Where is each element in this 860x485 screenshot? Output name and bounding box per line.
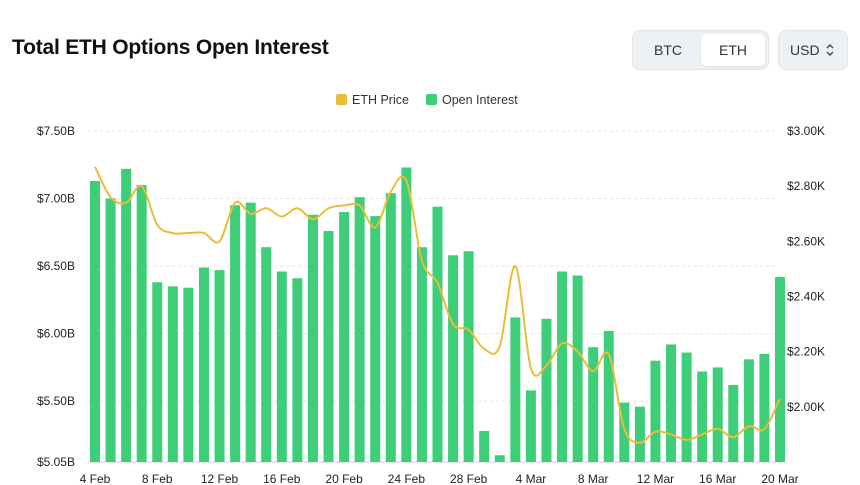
y-axis-left: $5.05B $5.50B $6.00B $6.50B $7.00B $7.50B xyxy=(37,124,75,469)
y-right-tick-label: $3.00K xyxy=(787,124,825,138)
open-interest-bar xyxy=(401,167,412,463)
open-interest-chart: ETH Price Open Interest $5.05B $5.50B $6.00… xyxy=(37,93,825,485)
open-interest-bar xyxy=(292,278,303,462)
y-right-tick-label: $2.40K xyxy=(787,290,825,304)
open-interest-bar xyxy=(619,402,630,462)
open-interest-bar xyxy=(354,197,365,462)
y-right-tick-label: $2.80K xyxy=(787,179,825,193)
legend-swatch-eth-price xyxy=(336,94,347,105)
eth-price-line xyxy=(94,166,781,444)
chart-legend: ETH Price Open Interest xyxy=(336,93,518,107)
page-title: Total ETH Options Open Interest xyxy=(12,36,329,59)
open-interest-bar xyxy=(276,271,287,462)
x-tick-label: 20 Feb xyxy=(325,472,363,485)
open-interest-bar xyxy=(323,230,334,462)
x-axis: 4 Feb 8 Feb 12 Feb 16 Feb 20 Feb 24 Feb 28 Feb… xyxy=(80,472,799,485)
legend-label-eth-price: ETH Price xyxy=(352,93,409,107)
open-interest-bar xyxy=(494,455,505,462)
open-interest-bar xyxy=(572,275,583,462)
currency-select[interactable]: USD xyxy=(778,30,848,70)
eth-toggle-button[interactable]: ETH xyxy=(701,34,765,66)
open-interest-bar xyxy=(307,214,318,462)
open-interest-bar xyxy=(90,180,100,462)
y-left-tick-label: $5.50B xyxy=(37,394,75,408)
open-interest-bar xyxy=(432,206,443,462)
open-interest-bar xyxy=(666,344,677,462)
open-interest-bar xyxy=(214,270,225,462)
open-interest-bar xyxy=(339,212,350,462)
y-right-tick-label: $2.20K xyxy=(787,345,825,359)
open-interest-bar xyxy=(416,247,427,462)
x-tick-label: 8 Feb xyxy=(142,472,173,485)
open-interest-bars xyxy=(90,167,785,463)
open-interest-bar xyxy=(136,185,147,462)
open-interest-bar xyxy=(541,318,552,462)
open-interest-bar xyxy=(261,247,272,462)
y-left-tick-label: $6.00B xyxy=(37,327,75,341)
x-tick-label: 16 Feb xyxy=(263,472,301,485)
x-tick-label: 16 Mar xyxy=(699,472,736,485)
open-interest-bar xyxy=(510,317,521,462)
currency-label: USD xyxy=(790,42,820,58)
open-interest-bar xyxy=(557,271,568,462)
x-tick-label: 20 Mar xyxy=(761,472,798,485)
y-right-tick-label: $2.00K xyxy=(787,400,825,414)
open-interest-bar xyxy=(603,330,614,462)
open-interest-bar xyxy=(245,202,256,463)
open-interest-bar xyxy=(479,430,490,462)
y-left-tick-label: $6.50B xyxy=(37,259,75,273)
open-interest-bar xyxy=(697,371,708,462)
open-interest-bar xyxy=(588,347,599,462)
open-interest-bar xyxy=(370,216,381,462)
open-interest-bar xyxy=(728,384,739,462)
legend-swatch-open-interest xyxy=(426,94,437,105)
open-interest-bar xyxy=(385,193,396,462)
open-interest-bar xyxy=(183,287,194,462)
open-interest-bar xyxy=(152,282,163,462)
open-interest-bar xyxy=(681,352,692,462)
eth-price-series-line xyxy=(94,166,781,444)
open-interest-bar xyxy=(105,198,116,462)
y-axis-right: $2.00K $2.20K $2.40K $2.60K $2.80K $3.00K xyxy=(787,124,825,414)
asset-toggle: BTC ETH xyxy=(632,30,769,70)
x-tick-label: 4 Feb xyxy=(80,472,111,485)
y-right-tick-label: $2.60K xyxy=(787,234,825,248)
legend-label-open-interest: Open Interest xyxy=(442,93,518,107)
open-interest-bar xyxy=(463,251,474,462)
open-interest-bar xyxy=(775,276,785,462)
x-tick-label: 12 Mar xyxy=(637,472,674,485)
open-interest-bar xyxy=(198,267,209,462)
x-tick-label: 24 Feb xyxy=(388,472,426,485)
y-left-tick-label: $7.50B xyxy=(37,124,75,138)
open-interest-bar xyxy=(743,359,754,462)
open-interest-bar xyxy=(448,255,459,462)
x-tick-label: 8 Mar xyxy=(578,472,609,485)
y-left-tick-label: $5.05B xyxy=(37,455,75,469)
open-interest-bar xyxy=(712,367,723,462)
open-interest-bar xyxy=(230,205,241,462)
x-tick-label: 28 Feb xyxy=(450,472,488,485)
open-interest-bar xyxy=(759,353,770,462)
x-tick-label: 4 Mar xyxy=(516,472,547,485)
open-interest-bar xyxy=(167,286,178,462)
open-interest-bar xyxy=(525,390,536,462)
chevron-updown-icon xyxy=(826,44,834,56)
open-interest-bar xyxy=(650,360,661,462)
btc-toggle-button[interactable]: BTC xyxy=(654,42,682,58)
y-left-tick-label: $7.00B xyxy=(37,192,75,206)
open-interest-bar xyxy=(634,406,645,462)
x-tick-label: 12 Feb xyxy=(201,472,239,485)
open-interest-bar xyxy=(121,168,132,462)
